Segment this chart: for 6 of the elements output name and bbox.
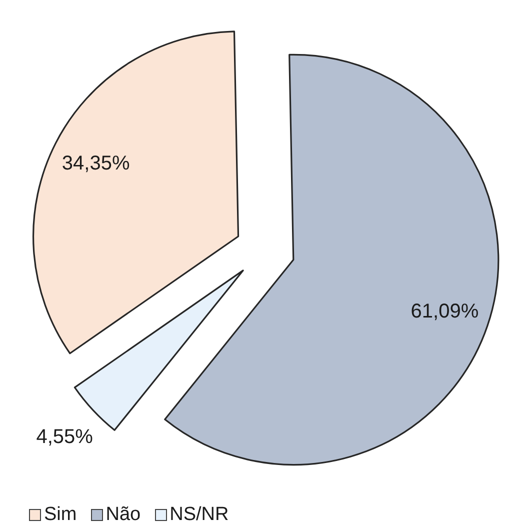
legend-label: Sim [44,504,77,526]
legend-label: Não [106,504,141,526]
legend-label: NS/NR [170,504,229,526]
data-label: 4,55% [36,426,94,448]
data-label: 61,09% [410,300,479,322]
data-label: 34,35% [62,152,130,175]
